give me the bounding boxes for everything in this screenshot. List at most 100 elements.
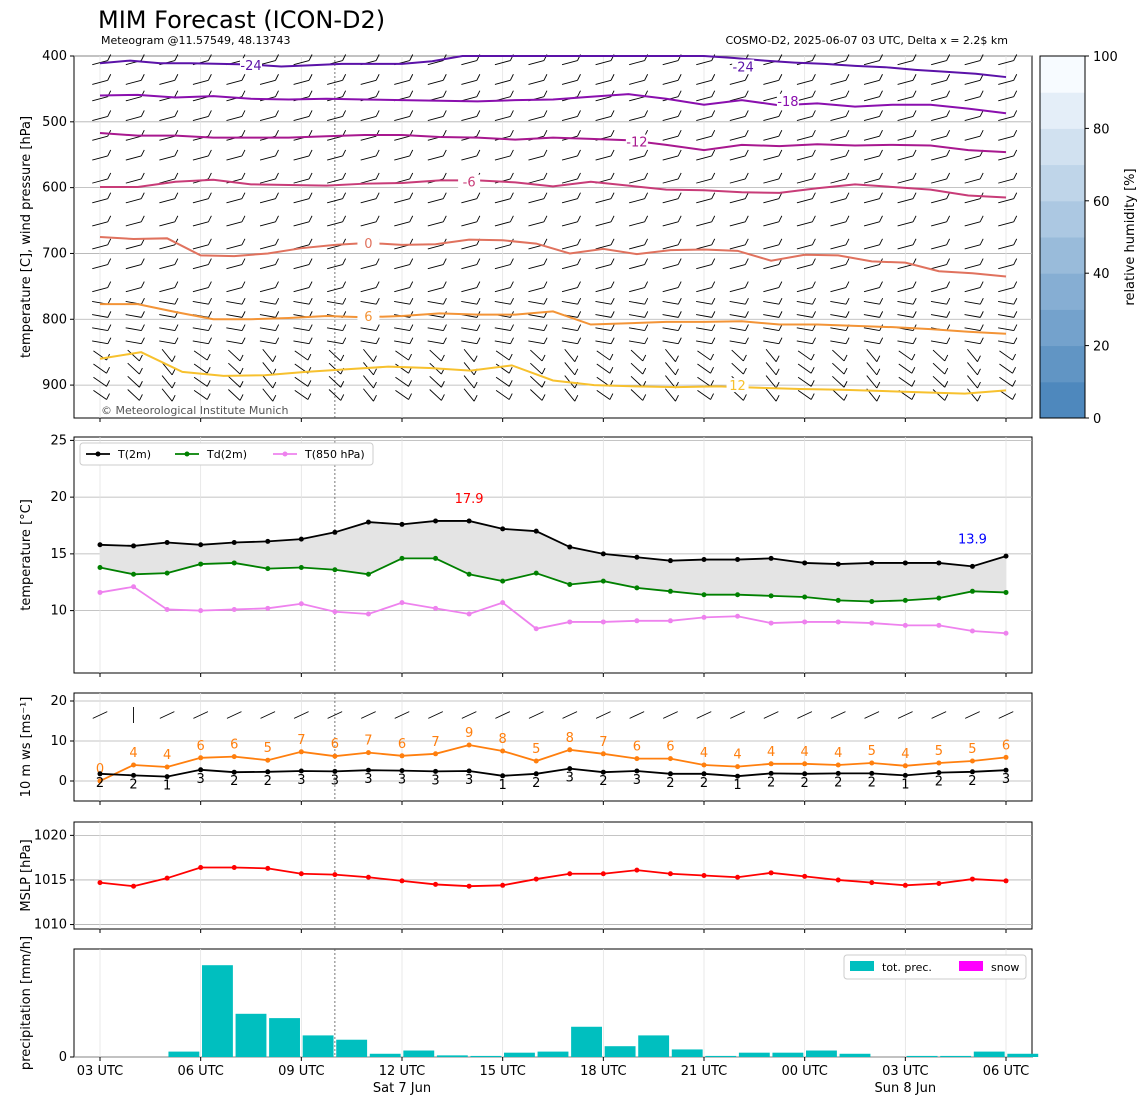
wind-barb [528, 287, 545, 293]
wind-barb-flag [912, 90, 917, 97]
mslp-ylabel: MSLP [hPa] [19, 839, 34, 911]
wind-barb-flag [473, 394, 478, 402]
wind-point [667, 756, 673, 762]
wind-value-label: 3 [431, 773, 439, 788]
precip-bar [537, 1051, 569, 1057]
wind-barb [797, 390, 812, 400]
wind-barb-flag [308, 281, 313, 288]
rh-colorbar-band [1040, 56, 1085, 93]
wind-point [936, 760, 942, 766]
wind-barb-flag [876, 381, 881, 389]
legend-label: snow [991, 961, 1019, 974]
wind-barb-flag [778, 54, 783, 61]
wind-barb-flag [508, 380, 513, 387]
wind-barb [259, 60, 276, 66]
wind-barb-flag [944, 354, 949, 362]
wind-barb-flag [107, 281, 112, 288]
wind-barb-flag [1013, 298, 1018, 305]
wind-point [835, 770, 841, 776]
wind-barb-flag [140, 281, 145, 288]
wind-barb-flag [711, 215, 716, 222]
wind-barb-flag [106, 393, 110, 400]
wind-barb-flag [677, 192, 682, 199]
rh-colorbar-tick-label: 100 [1093, 50, 1118, 65]
temperature-point [1003, 630, 1009, 636]
wind-barb-flag [473, 381, 478, 389]
wind-barb-flag [644, 324, 649, 331]
temperature-point [265, 605, 271, 611]
wind-point [399, 753, 405, 759]
wind-barb [192, 155, 209, 161]
wind-value-label: 6 [331, 737, 339, 752]
wind-barb [92, 327, 108, 331]
mslp-point [500, 882, 506, 888]
wind-barb [696, 340, 712, 345]
x-tick-label: 06 UTC [983, 1064, 1029, 1079]
wind-barb [796, 178, 813, 184]
wind-barb-flag [207, 54, 212, 61]
wind-point [97, 771, 103, 777]
wind-point [802, 761, 808, 767]
wind-barb-flag [375, 90, 380, 97]
wind-barb-flag [308, 324, 313, 331]
wind-barb [228, 362, 241, 375]
isotherm-line [99, 351, 1007, 395]
wind-barb-flag [610, 258, 615, 265]
wind-barb [561, 340, 578, 345]
wind-barb-flag [979, 324, 984, 331]
wind-barb-flag [1013, 54, 1018, 61]
wind-barb-flag [476, 74, 481, 81]
wind-barb-flag [944, 367, 949, 375]
mslp-line [99, 866, 1007, 888]
wind-barb-flag [977, 394, 981, 402]
wind-barb [629, 96, 645, 102]
wind-ytick-label: 20 [50, 694, 67, 709]
wind-barb-flag [879, 90, 883, 97]
wind-barb [461, 96, 477, 102]
wind-barb [327, 287, 343, 293]
wind-barb [461, 198, 477, 204]
wind-barb-flag [946, 192, 951, 199]
wind-barb [495, 350, 510, 361]
wind-barb-flag [174, 238, 179, 246]
wind-barb [226, 327, 243, 331]
temperature-point [231, 560, 237, 566]
wind-barb-flag [711, 74, 716, 81]
wind-point [667, 771, 673, 777]
wind-barb-flag [375, 298, 380, 305]
wind-barb [931, 116, 947, 122]
wind-barb [729, 327, 746, 331]
wind-barb-flag [845, 149, 850, 157]
wind-point [332, 753, 338, 759]
wind-value-label: 8 [499, 732, 507, 747]
wind-barb [125, 244, 142, 250]
wind-barb-flag [174, 337, 179, 344]
temperature-point [902, 622, 908, 628]
wind-barb [998, 79, 1014, 85]
wind-barb-flag [107, 337, 112, 344]
wind-barb-flag [510, 324, 514, 331]
wind-barb-flag [140, 149, 145, 157]
precip-bar [940, 1055, 972, 1057]
wind-barb-flag [476, 90, 481, 97]
wind-barb [964, 340, 981, 345]
wind-barb-flag [845, 238, 850, 246]
x-day-label: Sun 8 Jun [875, 1081, 937, 1096]
wind-barb [595, 60, 612, 66]
wind-barb [561, 60, 578, 66]
wind-barb-flag [409, 215, 414, 222]
wind-barb-flag [340, 354, 345, 362]
wind-barb [796, 79, 813, 85]
wind-barb [427, 244, 444, 250]
mslp-point [667, 871, 673, 877]
wind-barb [427, 60, 444, 66]
wind-point [768, 761, 774, 767]
wind-point [802, 771, 808, 777]
wind-barb-flag [644, 238, 649, 246]
wind-barb [863, 79, 880, 85]
wind-barb-flag [342, 149, 347, 157]
wind-value-label: 5 [532, 742, 540, 757]
wind-barb-flag [241, 110, 246, 117]
wind-barbs [92, 54, 1018, 402]
isotherm-label: -24 [240, 59, 261, 74]
